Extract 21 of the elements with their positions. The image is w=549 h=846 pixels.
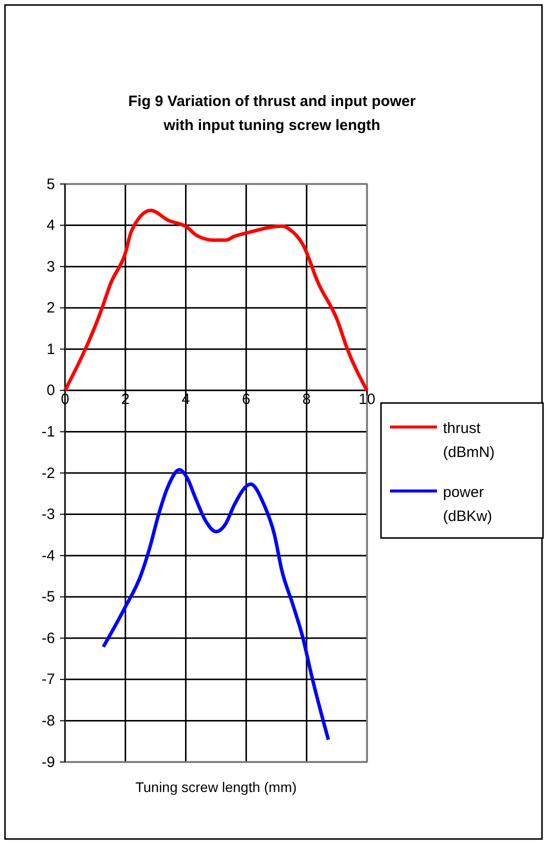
y-tick-label: 2 (46, 300, 55, 317)
y-tick-label: -6 (42, 630, 55, 647)
y-tick-label: -8 (42, 712, 55, 730)
y-tick-label: 1 (46, 340, 55, 358)
line-series (102, 468, 330, 742)
y-tick-label: 5 (46, 176, 55, 193)
x-axis-title: Tuning screw length (mm) (135, 779, 297, 795)
y-tick-label: -3 (42, 506, 55, 524)
y-tick-label: -2 (42, 464, 55, 482)
chart-title: Fig 9 Variation of thrust and input power with input tuning screw length (128, 93, 416, 134)
y-tick-label: -1 (42, 424, 55, 441)
legend-label: thrust (dBmN) (443, 420, 495, 461)
y-tick-label: -5 (42, 588, 55, 606)
y-tick-label: -7 (42, 671, 55, 688)
y-tick-label: -4 (42, 547, 55, 564)
legend-label: power (dBKw) (443, 484, 492, 525)
y-tick-label: 4 (46, 217, 55, 234)
y-tick-label: -9 (42, 754, 55, 771)
x-tick-label: 10 (358, 391, 376, 408)
y-tick-label: 3 (46, 258, 55, 276)
line-series (63, 208, 369, 392)
